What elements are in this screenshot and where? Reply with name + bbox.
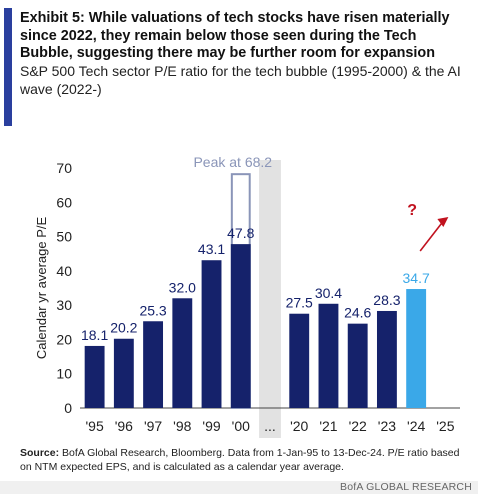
x-tick-label: '98: [173, 418, 191, 434]
y-tick-label: 70: [56, 160, 72, 176]
y-tick-label: 60: [56, 194, 72, 210]
bar: [230, 244, 251, 408]
chart-title: Exhibit 5: While valuations of tech stoc…: [20, 10, 450, 62]
bar: [376, 310, 397, 408]
trend-arrow-head: [437, 217, 449, 228]
x-tick-label: '96: [115, 418, 133, 434]
y-axis-title: Calendar yr average P/E: [34, 216, 49, 359]
y-tick-label: 0: [64, 400, 72, 416]
bar: [347, 323, 368, 408]
y-tick-label: 40: [56, 263, 72, 279]
x-tick-label: ...: [264, 418, 276, 434]
bar-value-label: 34.7: [403, 270, 430, 286]
x-tick-label: '22: [349, 418, 367, 434]
bar-value-label: 47.8: [227, 225, 254, 241]
bar-chart: Calendar yr average P/E 0 10 20 30 40 50 60 70 Pe…: [34, 154, 460, 438]
bar-value-label: 32.0: [169, 279, 196, 295]
x-tick-label: '20: [290, 418, 308, 434]
x-tick-label: '25: [436, 418, 454, 434]
bar-value-label: 27.5: [286, 295, 313, 311]
bar: [143, 321, 164, 408]
x-tick-label: '24: [407, 418, 425, 434]
bar: [289, 313, 310, 408]
source-text: BofA Global Research, Bloomberg. Data fr…: [20, 447, 460, 473]
bar: [84, 345, 105, 408]
chart-area: Calendar yr average P/E 0 10 20 30 40 50 60 70 Pe…: [0, 140, 478, 445]
source-label: Source:: [20, 447, 60, 459]
x-tick-label: '23: [378, 418, 396, 434]
y-tick-label: 50: [56, 229, 72, 245]
bar: [113, 338, 134, 408]
x-tick-label: '97: [144, 418, 162, 434]
bar: [172, 298, 193, 408]
y-tick-label: 30: [56, 297, 72, 313]
x-tick-label: '99: [202, 418, 220, 434]
y-tick-label: 10: [56, 366, 72, 382]
bar-value-label: 30.4: [315, 285, 342, 301]
y-tick-label: 20: [56, 331, 72, 347]
bar-value-label: 25.3: [139, 302, 166, 318]
bar-value-label: 18.1: [81, 327, 108, 343]
bar-value-label: 20.2: [110, 320, 137, 336]
footer: BofA GLOBAL RESEARCH: [0, 481, 478, 494]
bar: [201, 260, 222, 408]
accent-bar: [4, 8, 12, 126]
bar-value-label: 24.6: [344, 305, 371, 321]
bar-value-label: 28.3: [373, 292, 400, 308]
brand-text: BofA GLOBAL RESEARCH: [340, 481, 472, 493]
bar: [406, 289, 427, 408]
x-tick-label: '95: [85, 418, 103, 434]
peak-label: Peak at 68.2: [193, 154, 272, 170]
bar: [318, 303, 339, 408]
axis-break-band: [259, 160, 281, 438]
chart-subtitle: S&P 500 Tech sector P/E ratio for the te…: [20, 63, 461, 97]
x-tick-label: '21: [319, 418, 337, 434]
question-mark: ?: [407, 202, 417, 219]
bar-value-label: 43.1: [198, 241, 225, 257]
source-note: Source: BofA Global Research, Bloomberg.…: [20, 446, 470, 474]
trend-arrow-line: [419, 220, 445, 252]
x-tick-label: '00: [232, 418, 250, 434]
